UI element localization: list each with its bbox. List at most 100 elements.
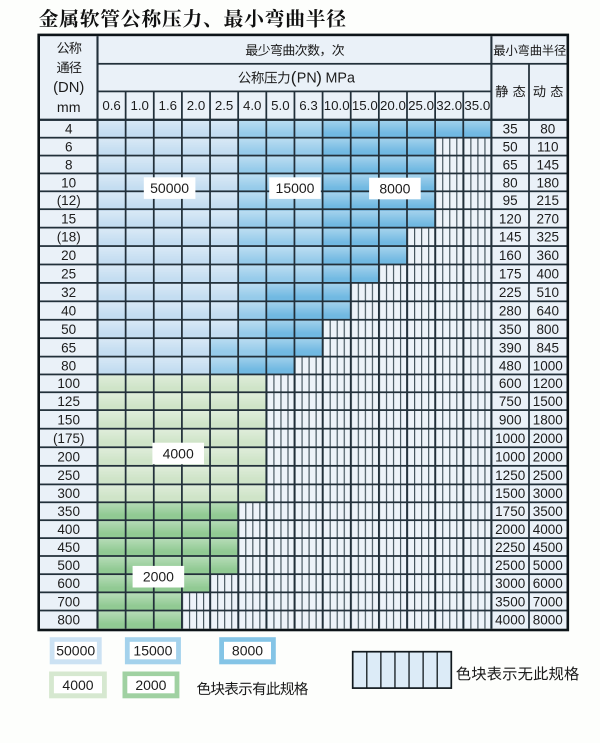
svg-text:160: 160 xyxy=(499,248,522,263)
svg-text:mm: mm xyxy=(57,100,81,116)
svg-text:400: 400 xyxy=(537,267,560,282)
svg-text:20: 20 xyxy=(61,248,76,263)
svg-text:15000: 15000 xyxy=(133,643,172,659)
svg-text:25.0: 25.0 xyxy=(408,98,434,113)
svg-text:510: 510 xyxy=(537,285,560,300)
svg-text:80: 80 xyxy=(503,175,518,190)
svg-text:3000: 3000 xyxy=(533,486,563,501)
svg-text:175: 175 xyxy=(499,267,522,282)
svg-text:3500: 3500 xyxy=(533,504,563,519)
svg-text:2250: 2250 xyxy=(495,540,525,555)
svg-text:350: 350 xyxy=(57,504,80,519)
svg-text:120: 120 xyxy=(499,211,522,226)
svg-text:MPa: MPa xyxy=(326,71,355,87)
svg-text:145: 145 xyxy=(499,230,522,245)
svg-text:50: 50 xyxy=(61,322,76,337)
svg-text:3500: 3500 xyxy=(495,594,525,609)
svg-text:35.0: 35.0 xyxy=(464,98,490,113)
svg-text:1.0: 1.0 xyxy=(130,98,149,113)
svg-text:390: 390 xyxy=(499,340,522,355)
svg-text:(DN): (DN) xyxy=(53,80,84,96)
svg-text:6: 6 xyxy=(65,140,73,155)
svg-text:40: 40 xyxy=(61,303,76,318)
svg-text:8: 8 xyxy=(65,157,73,172)
svg-text:6.3: 6.3 xyxy=(299,98,318,113)
svg-text:2000: 2000 xyxy=(495,522,525,537)
svg-text:4: 4 xyxy=(65,122,73,137)
svg-text:700: 700 xyxy=(57,594,80,609)
svg-text:250: 250 xyxy=(57,468,80,483)
svg-text:270: 270 xyxy=(537,211,560,226)
svg-text:2000: 2000 xyxy=(143,569,174,585)
svg-text:400: 400 xyxy=(57,522,80,537)
svg-text:2.5: 2.5 xyxy=(215,98,234,113)
svg-text:50000: 50000 xyxy=(56,643,95,659)
svg-text:180: 180 xyxy=(537,175,560,190)
svg-text:845: 845 xyxy=(537,340,560,355)
svg-text:80: 80 xyxy=(540,122,555,137)
svg-text:32: 32 xyxy=(61,285,76,300)
svg-text:2.0: 2.0 xyxy=(187,98,206,113)
svg-text:1800: 1800 xyxy=(533,412,563,427)
svg-text:20.0: 20.0 xyxy=(380,98,406,113)
svg-text:125: 125 xyxy=(57,394,80,409)
svg-text:800: 800 xyxy=(537,322,560,337)
svg-text:(18): (18) xyxy=(57,230,81,245)
svg-text:8000: 8000 xyxy=(379,181,410,197)
svg-text:450: 450 xyxy=(57,540,80,555)
svg-text:95: 95 xyxy=(503,193,518,208)
svg-text:(175): (175) xyxy=(53,431,85,446)
svg-text:1000: 1000 xyxy=(495,449,525,464)
svg-text:750: 750 xyxy=(499,394,522,409)
svg-text:1500: 1500 xyxy=(533,394,563,409)
svg-text:1000: 1000 xyxy=(495,431,525,446)
svg-text:15: 15 xyxy=(61,211,76,226)
svg-text:15000: 15000 xyxy=(276,180,315,196)
svg-text:4000: 4000 xyxy=(62,677,93,693)
svg-text:10.0: 10.0 xyxy=(324,98,350,113)
svg-text:2500: 2500 xyxy=(495,558,525,573)
svg-text:480: 480 xyxy=(499,358,522,373)
svg-text:110: 110 xyxy=(537,140,559,155)
svg-text:PN: PN xyxy=(297,71,317,87)
svg-text:360: 360 xyxy=(537,248,560,263)
svg-text:0.6: 0.6 xyxy=(102,98,121,113)
svg-text:4000: 4000 xyxy=(163,446,194,462)
svg-text:2500: 2500 xyxy=(533,468,563,483)
svg-text:50: 50 xyxy=(503,140,518,155)
svg-text:8000: 8000 xyxy=(232,643,263,659)
svg-text:(12): (12) xyxy=(57,193,81,208)
svg-text:300: 300 xyxy=(57,486,80,501)
svg-text:600: 600 xyxy=(499,376,522,391)
svg-text:1500: 1500 xyxy=(495,486,525,501)
svg-text:15.0: 15.0 xyxy=(352,98,378,113)
svg-text:): ) xyxy=(316,68,322,87)
svg-text:80: 80 xyxy=(61,358,76,373)
svg-text:900: 900 xyxy=(499,412,522,427)
svg-text:800: 800 xyxy=(57,613,80,628)
svg-text:600: 600 xyxy=(57,576,80,591)
svg-text:6000: 6000 xyxy=(533,576,563,591)
svg-text:4000: 4000 xyxy=(533,522,563,537)
svg-text:8000: 8000 xyxy=(533,613,563,628)
svg-text:1250: 1250 xyxy=(495,468,525,483)
svg-text:(: ( xyxy=(291,68,297,87)
svg-text:32.0: 32.0 xyxy=(436,98,462,113)
svg-text:225: 225 xyxy=(499,285,522,300)
svg-text:280: 280 xyxy=(499,303,522,318)
svg-text:4500: 4500 xyxy=(533,540,563,555)
svg-text:2000: 2000 xyxy=(533,449,563,464)
svg-text:65: 65 xyxy=(503,157,518,172)
svg-text:325: 325 xyxy=(537,230,560,245)
svg-text:4.0: 4.0 xyxy=(243,98,262,113)
svg-text:145: 145 xyxy=(537,157,560,172)
svg-text:200: 200 xyxy=(57,449,80,464)
svg-text:500: 500 xyxy=(57,558,80,573)
svg-text:7000: 7000 xyxy=(533,594,563,609)
svg-text:5000: 5000 xyxy=(533,558,563,573)
svg-text:640: 640 xyxy=(537,303,560,318)
svg-text:1000: 1000 xyxy=(533,358,563,373)
svg-text:4000: 4000 xyxy=(495,613,525,628)
svg-text:100: 100 xyxy=(57,376,80,391)
svg-text:2000: 2000 xyxy=(135,677,166,693)
